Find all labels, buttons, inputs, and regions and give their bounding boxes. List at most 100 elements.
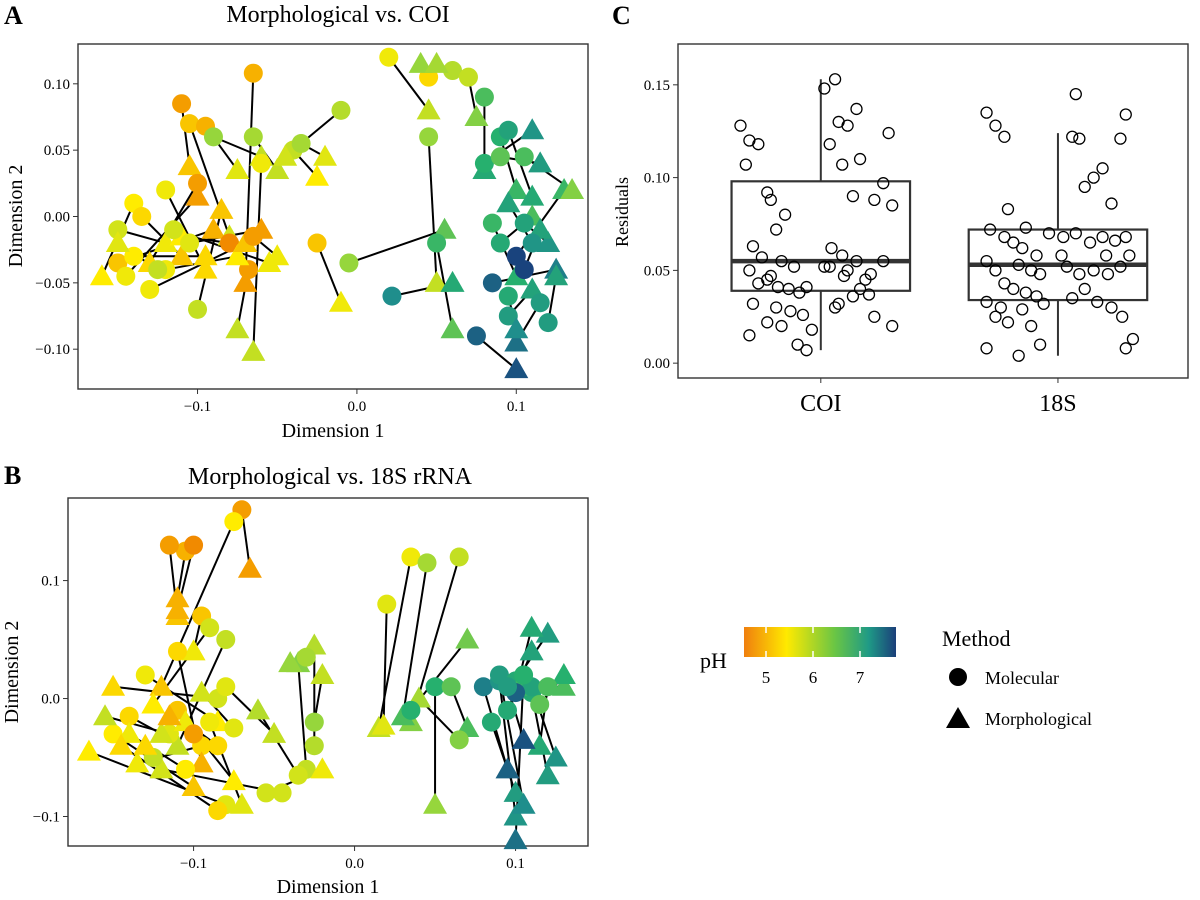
ph-colorbar [744,627,896,657]
panel-b-molecular-point [417,553,437,573]
panel-b-morphological-point [133,733,158,755]
panel-c-residual-point [1066,130,1079,143]
panel-letter-a: A [4,1,23,30]
legend-molecular-label: Molecular [985,668,1059,688]
panel-c-residual-point [836,158,849,171]
panel-c-residual-point [818,82,831,95]
panel-c-residual-point [980,254,993,268]
panel-c-residual-point [1033,267,1047,281]
panel-c-y-tick-label: 0.10 [644,171,670,187]
panel-a-molecular-point [243,63,263,83]
panel-a-morphological-point [225,244,250,266]
panel-b-molecular-point [216,677,236,697]
panel-c-residual-point [1108,234,1122,247]
panel-c-residual-point [743,264,756,277]
panel-a-molecular-point [382,286,402,306]
panel-a-morphological-point [265,244,290,266]
panel-a-morphological-point [89,264,114,286]
panel-c-residual-point [846,290,860,303]
panel-b-molecular-point [449,547,469,567]
panel-c-residual-point [1087,171,1100,184]
panel-b-molecular-point [514,665,534,685]
panel-b-molecular-point [216,630,236,650]
panel-a-morphological-point [105,231,130,253]
panel-a-points [89,47,585,379]
legend-morphological-label: Morphological [985,709,1092,729]
panel-c-residual-point [1055,249,1068,262]
panel-b-morphological-point [551,674,576,696]
panel-c-residual-point [823,138,836,151]
panel-c-residual-point [846,190,860,203]
panel-b-procrustes-link [498,674,525,805]
panel-a-molecular-point [156,180,176,200]
panel-c-y-tick-label: 0.05 [644,263,670,279]
panel-b-morphological-point [125,751,150,773]
panel-c-residual-point [828,73,842,86]
panel-a-molecular-point [474,87,494,107]
panel-c-residual-point [1099,249,1113,262]
panel-b-molecular-point [256,783,276,803]
panel-b-plot-frame [67,497,589,847]
panel-letter-c: C [612,1,631,30]
panel-b-morphological-point [455,627,480,649]
panel-b-y-label: Dimension 2 [1,621,23,724]
panel-c-residual-point [1030,290,1043,303]
panel-b-molecular-point [200,618,220,638]
panel-b-molecular-point [481,712,501,732]
panel-a-morphological-point [177,154,202,176]
panel-b-morphological-point [189,751,214,773]
panel-b-molecular-point [184,724,204,744]
panel-c-residual-point [1091,295,1104,309]
panel-c-ticks: 0.00 0.05 0.10 0.15 COI 18S [644,78,1077,417]
panel-b-y-tick-label: 0.1 [41,574,60,590]
panel-a-molecular-point [514,260,534,280]
panel-c-residual-point [994,301,1007,314]
panel-c-residual-point [1119,342,1132,355]
panel-c-residual-point [1025,319,1038,333]
panel-a-procrustes-link [348,228,445,264]
panel-a-molecular-point [219,233,239,253]
panel-b-procrustes-link [208,721,243,806]
panel-c-residual-point [743,329,756,342]
panel-b-molecular-point [208,801,228,821]
panel-b-molecular-point [176,759,196,779]
panel-b-x-tick-label: 0.0 [345,856,364,872]
panel-a-molecular-point [172,94,192,114]
panel-a-molecular-point [419,127,439,147]
panel-a-morphological-point [185,184,210,206]
panel-b-molecular-point [167,641,187,661]
panel-a-molecular-point [140,279,160,299]
panel-b-morphological-point [495,757,520,779]
panel-b-molecular-point [224,512,244,532]
panel-a-y-tick-label: −0.10 [35,342,70,358]
panel-b-molecular-point [208,736,228,756]
panel-a-molecular-point [379,47,399,67]
panel-c-points [734,73,1140,362]
panel-a-molecular-point [482,273,502,293]
panel-a-y-tick-label: 0.10 [44,77,70,93]
panel-b-molecular-point [304,712,324,732]
panel-a-morphological-point [496,191,521,213]
panel-c-x-tick-label: 18S [1039,391,1076,417]
panel-a-morphological-point [241,339,266,361]
panel-c-residual-point [1126,332,1140,346]
panel-a-molecular-point [291,134,311,154]
panel-c-residual-point [764,269,777,283]
panel-c-residual-point [1087,264,1100,277]
panel-a-molecular-point [514,147,534,167]
panel-c-residual-point [746,297,760,310]
panel-a-morphological-point [201,217,226,239]
panel-c-residual-point [825,241,838,255]
panel-c-residual-point [823,260,836,273]
panel-b-molecular-point [184,535,204,555]
panel-c-residual-point [983,223,997,236]
panel-a-molecular-point [458,67,478,87]
panel-a-molecular-point [180,233,200,253]
panel-c-residual-point [1116,310,1129,323]
panel-c-residual-point [761,186,774,199]
panel-b-morphological-point [551,662,576,684]
panel-c-residual-point [998,230,1011,244]
panel-b-y-tick-label: −0.1 [33,810,60,826]
panel-c-residual-point [1069,227,1082,240]
panel-b-morphological-point [519,615,544,637]
